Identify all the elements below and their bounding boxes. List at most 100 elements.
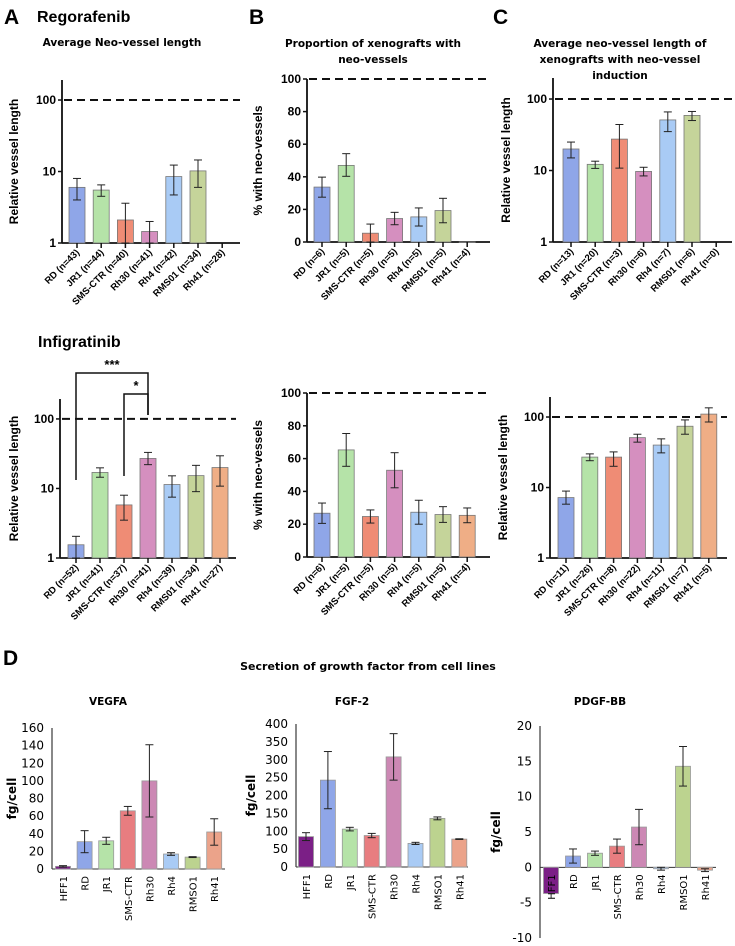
chart-d-pdgfbb: PDGF-BB fg/cell -10 -5 0 5 10 15 20 HFF1 RD JR1 SMS-… [489, 696, 716, 945]
chart-title: PDGF-BB [574, 696, 626, 708]
y-tick-label: 80 [288, 105, 302, 119]
y-tick-label: 400 [265, 717, 288, 731]
regorafenib-heading: Regorafenib [37, 9, 131, 26]
panel-label-c: C [493, 6, 508, 29]
y-tick-label: 60 [288, 137, 302, 151]
bar [337, 164, 355, 243]
y-axis-label: Relative vessel length [7, 99, 21, 224]
bar [98, 840, 115, 870]
y-axis-label: fg/cell [5, 778, 19, 820]
bar [451, 838, 468, 868]
y-tick-label: 1 [49, 236, 56, 250]
x-tick-label: HFF1 [547, 874, 558, 899]
y-tick-label: 20 [29, 844, 44, 858]
y-tick-label: 10 [517, 790, 532, 804]
bar [581, 456, 599, 559]
y-tick-label: 1 [47, 551, 54, 565]
bar [139, 458, 157, 559]
y-tick-label: 15 [517, 754, 532, 768]
x-tick-label: RD [569, 874, 580, 889]
bar [163, 853, 179, 870]
chart-title: VEGFA [89, 696, 128, 708]
y-tick-label: 350 [265, 735, 288, 749]
y-tick-label: 100 [281, 72, 301, 86]
bar [298, 836, 314, 868]
y-axis-label: % with neo-vessels [251, 105, 265, 215]
x-tick-label: RMSO1 [679, 874, 690, 910]
significance-label: * [133, 378, 139, 393]
chart-title: xenografts with neo-vessel [540, 54, 701, 66]
y-tick-label: 10 [531, 481, 545, 495]
bar [543, 866, 559, 894]
x-tick-label: Rh41 [210, 876, 221, 902]
y-tick-label: 80 [288, 419, 302, 433]
y-tick-label: 100 [281, 386, 301, 400]
bar [407, 843, 424, 868]
y-tick-label: 1 [537, 551, 544, 565]
chart-title: neo-vessels [338, 54, 408, 66]
bar [92, 189, 110, 244]
y-axis-label: % with neo-vessels [251, 420, 265, 530]
y-tick-label: 0 [524, 860, 532, 874]
y-tick-label: 10 [43, 165, 57, 179]
x-tick-label: SMS-CTR [124, 876, 135, 921]
y-tick-label: 100 [36, 93, 56, 107]
y-tick-label: 100 [21, 774, 44, 788]
x-tick-label: Rh4 [167, 876, 178, 896]
significance-bracket [123, 393, 149, 476]
significance-label: *** [104, 357, 120, 372]
x-tick-label: Rh30 [390, 874, 401, 900]
chart-title: induction [592, 70, 648, 82]
y-tick-label: 10 [41, 481, 55, 495]
y-tick-label: 20 [288, 202, 302, 216]
y-tick-label: -5 [520, 896, 532, 910]
bar [363, 835, 380, 868]
x-tick-label: JR1 [102, 876, 113, 893]
bar [557, 497, 575, 559]
y-tick-label: 0 [294, 550, 301, 564]
x-tick-label: HFF1 [59, 876, 70, 901]
chart-title: Average Neo-vessel length [43, 37, 202, 49]
chart-title: Proportion of xenografts with [285, 38, 461, 50]
x-tick-label: RD [81, 876, 92, 891]
x-tick-label: SMS-CTR [368, 874, 379, 919]
y-tick-label: 40 [288, 484, 302, 498]
y-tick-label: 100 [265, 824, 288, 838]
bar [635, 171, 652, 243]
x-tick-label: Rh4 [657, 874, 668, 894]
y-tick-label: 200 [265, 789, 288, 803]
bar [629, 437, 646, 559]
y-tick-label: 100 [34, 412, 54, 426]
bar [700, 413, 718, 559]
bar [91, 472, 109, 559]
bar [429, 817, 446, 868]
x-tick-label: Rh30 [635, 874, 646, 900]
x-tick-label: JR1 [591, 874, 602, 891]
x-tick-label: RD [324, 874, 335, 889]
infigratinib-heading: Infigratinib [38, 334, 121, 351]
x-tick-label: HFF1 [302, 874, 313, 899]
x-tick-label: RMSO1 [189, 876, 200, 912]
bar [676, 425, 694, 559]
y-tick-label: 160 [21, 721, 44, 735]
y-tick-label: 120 [21, 756, 44, 770]
y-tick-label: 5 [524, 825, 532, 839]
y-tick-label: 0 [36, 862, 44, 876]
chart-c-top: Average neo-vessel length of xenografts w… [499, 38, 732, 303]
bar [659, 119, 677, 243]
y-tick-label: 60 [288, 452, 302, 466]
y-tick-label: 300 [265, 753, 288, 767]
y-axis-label: fg/cell [244, 775, 258, 817]
bar [683, 115, 701, 243]
chart-title: FGF-2 [335, 696, 369, 708]
panel-label-a: A [4, 6, 19, 29]
y-tick-label: 0 [294, 235, 301, 249]
y-tick-label: -10 [512, 931, 532, 945]
bar [562, 148, 580, 243]
bar [119, 810, 136, 870]
y-axis-label: Relative vessel length [496, 415, 510, 540]
